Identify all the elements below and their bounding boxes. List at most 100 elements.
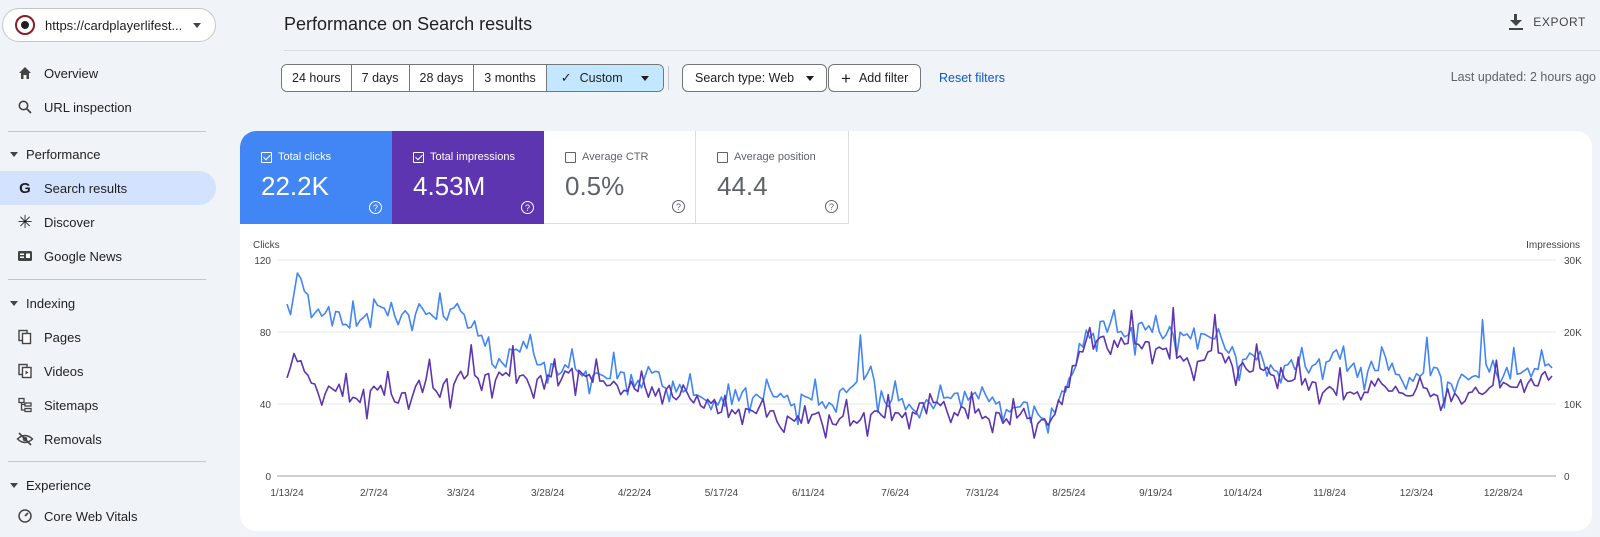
- checkbox-checked-icon[interactable]: [413, 151, 424, 163]
- search-type-label: Search type: Web: [695, 71, 795, 85]
- x-tick-label: 5/17/24: [705, 488, 739, 499]
- x-tick-label: 9/19/24: [1139, 488, 1173, 499]
- metric-value: 4.53M: [413, 171, 486, 201]
- metric-average-ctr[interactable]: Average CTR 0.5% ?: [544, 131, 696, 224]
- sidebar-item-label: Google News: [44, 248, 123, 264]
- chart-grid: [277, 259, 1556, 477]
- range-3-months-button[interactable]: 3 months: [474, 65, 547, 91]
- section-title: Experience: [26, 478, 92, 493]
- export-label: EXPORT: [1533, 15, 1586, 29]
- metric-value: 44.4: [717, 171, 768, 201]
- x-tick-label: 2/7/24: [360, 488, 388, 499]
- left-tick-label: 40: [260, 400, 272, 411]
- sidebar-item-overview[interactable]: Overview: [0, 56, 216, 90]
- add-filter-label: Add filter: [858, 71, 909, 85]
- performance-chart[interactable]: Clicks Impressions 0 40 80 120 0 10K 20K 30K 1/1…: [240, 231, 1592, 531]
- chevron-down-icon: [193, 22, 201, 28]
- x-tick-label: 11/8/24: [1313, 488, 1346, 499]
- sidebar-divider: [8, 131, 206, 132]
- sidebar-item-label: Search results: [44, 180, 128, 196]
- section-title: Indexing: [26, 296, 76, 311]
- series-line-impressions[interactable]: [286, 306, 1553, 439]
- help-icon[interactable]: ?: [825, 200, 838, 213]
- x-tick-label: 1/13/24: [270, 488, 304, 499]
- sidebar-item-label: Removals: [44, 431, 102, 447]
- right-tick-label: 20K: [1564, 328, 1582, 339]
- checkmark-icon: ✓: [560, 70, 572, 85]
- metric-label: Average position: [734, 151, 816, 163]
- checkbox-unchecked-icon[interactable]: [717, 151, 728, 163]
- header-divider: [284, 50, 1600, 51]
- caret-down-icon: [10, 301, 18, 306]
- x-tick-label: 7/6/24: [881, 488, 909, 499]
- right-tick-label: 0: [1564, 472, 1570, 483]
- left-tick-label: 80: [260, 328, 272, 339]
- sidebar-section-performance[interactable]: Performance: [10, 147, 100, 162]
- caret-down-icon: [10, 152, 18, 157]
- section-title: Performance: [26, 147, 101, 162]
- reset-filters-link[interactable]: Reset filters: [939, 71, 1005, 85]
- x-tick-label: 4/22/24: [618, 488, 652, 499]
- sidebar: https://cardplayerlifest... Overview URL…: [0, 0, 218, 537]
- sidebar-item-core-web-vitals[interactable]: Core Web Vitals: [0, 499, 216, 533]
- sitemap-icon: [16, 396, 34, 414]
- news-icon: [16, 247, 34, 265]
- series-line-clicks[interactable]: [286, 272, 1553, 434]
- left-tick-label: 120: [254, 256, 271, 267]
- metric-total-impressions[interactable]: Total impressions 4.53M ?: [392, 131, 544, 224]
- range-custom-button[interactable]: ✓ Custom: [546, 65, 663, 91]
- property-url: https://cardplayerlifest...: [45, 17, 183, 33]
- eye-off-icon: [16, 430, 34, 448]
- help-icon[interactable]: ?: [521, 201, 534, 214]
- left-tick-label: 0: [265, 472, 271, 483]
- x-tick-label: 10/14/24: [1223, 488, 1262, 499]
- sidebar-item-removals[interactable]: Removals: [0, 422, 216, 456]
- sidebar-item-sitemaps[interactable]: Sitemaps: [0, 388, 216, 422]
- sidebar-item-url-inspection[interactable]: URL inspection: [0, 90, 216, 124]
- metric-label: Total impressions: [430, 151, 515, 163]
- add-filter-button[interactable]: + Add filter: [828, 64, 922, 92]
- metric-average-position[interactable]: Average position 44.4 ?: [696, 131, 849, 224]
- sidebar-item-google-news[interactable]: Google News: [0, 239, 216, 273]
- checkbox-checked-icon[interactable]: [261, 151, 272, 163]
- export-button[interactable]: EXPORT: [1509, 14, 1586, 30]
- performance-card: Total clicks 22.2K ? Total impressions 4…: [240, 131, 1592, 531]
- range-7-days-button[interactable]: 7 days: [351, 65, 410, 91]
- checkbox-unchecked-icon[interactable]: [565, 151, 576, 163]
- sidebar-item-pages[interactable]: Pages: [0, 320, 216, 354]
- sidebar-divider: [8, 279, 206, 280]
- x-tick-label: 12/28/24: [1484, 488, 1523, 499]
- metric-value: 0.5%: [565, 171, 625, 201]
- metric-label: Average CTR: [582, 151, 649, 163]
- help-icon[interactable]: ?: [369, 201, 382, 214]
- sidebar-section-indexing[interactable]: Indexing: [10, 296, 75, 311]
- sidebar-item-search-results[interactable]: G Search results: [0, 171, 216, 205]
- plus-icon: +: [841, 68, 851, 88]
- home-icon: [16, 64, 34, 82]
- metric-value: 22.2K: [261, 171, 329, 201]
- sidebar-section-experience[interactable]: Experience: [10, 478, 91, 493]
- caret-down-icon: [10, 483, 18, 488]
- search-type-dropdown[interactable]: Search type: Web: [682, 64, 828, 92]
- property-selector[interactable]: https://cardplayerlifest...: [2, 8, 216, 42]
- x-tick-label: 3/28/24: [531, 488, 565, 499]
- right-tick-label: 30K: [1564, 256, 1582, 267]
- sidebar-item-label: URL inspection: [44, 99, 132, 115]
- sidebar-item-label: Discover: [44, 214, 95, 230]
- range-28-days-button[interactable]: 28 days: [409, 65, 475, 91]
- metric-total-clicks[interactable]: Total clicks 22.2K ?: [240, 131, 392, 224]
- sidebar-item-discover[interactable]: ✳ Discover: [0, 205, 216, 239]
- sidebar-divider: [8, 461, 206, 462]
- metric-label: Total clicks: [278, 151, 332, 163]
- help-icon[interactable]: ?: [672, 200, 685, 213]
- sidebar-item-label: Videos: [44, 363, 84, 379]
- x-tick-label: 12/3/24: [1400, 488, 1434, 499]
- range-24-hours-button[interactable]: 24 hours: [282, 65, 352, 91]
- sidebar-item-videos[interactable]: Videos: [0, 354, 216, 388]
- page-title: Performance on Search results: [284, 14, 533, 34]
- x-tick-label: 8/25/24: [1052, 488, 1086, 499]
- site-logo-icon: [15, 15, 35, 35]
- right-axis-title: Impressions: [1526, 240, 1580, 251]
- date-range-selector: 24 hours 7 days 28 days 3 months ✓ Custo…: [281, 64, 664, 92]
